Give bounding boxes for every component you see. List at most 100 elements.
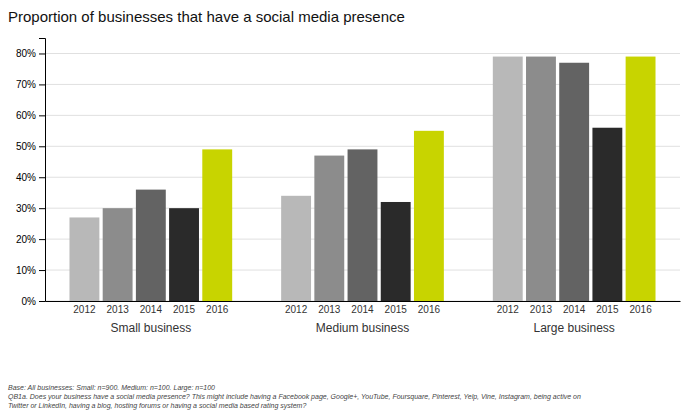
x-axis-line (46, 301, 681, 302)
x-tick: 2014 (351, 304, 374, 315)
bar (493, 57, 523, 301)
y-tick-mark (39, 270, 45, 271)
plot-root: 0% 10% 20% 30% 40% 50% 60% 70% 80% Small business… (16, 39, 681, 335)
x-tick-label: 2013 (107, 304, 130, 315)
group-label: Medium business (316, 321, 409, 335)
y-tick: 80% (16, 48, 45, 59)
x-sub-axis: 2012 2013 2014 2015 2016 (285, 304, 440, 315)
y-tick-label: 40% (16, 172, 36, 183)
x-tick: 2016 (418, 304, 441, 315)
y-tick: 30% (16, 203, 45, 214)
bar (69, 217, 99, 301)
x-tick-label: 2012 (73, 304, 96, 315)
y-tick-label: 10% (16, 265, 36, 276)
bar-series (202, 57, 655, 301)
y-tick-mark (39, 177, 45, 178)
x-group-tick: Small business (110, 321, 191, 335)
group-label: Large business (533, 321, 614, 335)
y-tick: 0% (22, 296, 45, 307)
footnote: QB1a. Does your business have a social m… (8, 393, 581, 401)
grid-line (45, 53, 680, 54)
y-axis: 0% 10% 20% 30% 40% 50% 60% 70% 80% (16, 39, 46, 307)
y-tick-mark (39, 115, 45, 116)
x-tick: 2013 (107, 304, 130, 315)
x-tick: 2015 (173, 304, 196, 315)
y-tick-label: 80% (16, 48, 36, 59)
grid (45, 53, 680, 301)
y-tick-mark (39, 301, 45, 302)
bar (103, 208, 133, 301)
chart: 0% 10% 20% 30% 40% 50% 60% 70% 80% Small business… (0, 0, 695, 413)
x-tick: 2016 (206, 304, 229, 315)
x-tick: 2014 (140, 304, 163, 315)
bar-series (136, 63, 589, 301)
x-tick-label: 2015 (173, 304, 196, 315)
x-group-tick: Large business (533, 321, 614, 335)
x-tick-label: 2014 (351, 304, 374, 315)
x-tick-label: 2015 (385, 304, 408, 315)
x-tick: 2016 (629, 304, 652, 315)
bar-series (103, 57, 556, 301)
y-tick: 20% (16, 234, 45, 245)
y-tick: 10% (16, 265, 45, 276)
x-axis: Small business Medium business Large busin… (46, 302, 681, 335)
bar (526, 57, 556, 301)
y-tick: 50% (16, 141, 45, 152)
y-tick-label: 60% (16, 110, 36, 121)
x-tick-label: 2012 (285, 304, 308, 315)
x-tick-label: 2014 (140, 304, 163, 315)
x-tick-label: 2012 (497, 304, 520, 315)
bar-series (69, 57, 522, 301)
x-tick: 2015 (385, 304, 408, 315)
bar (626, 57, 656, 301)
y-tick-label: 50% (16, 141, 36, 152)
bar (281, 196, 311, 301)
bar (559, 63, 589, 301)
x-tick-label: 2016 (206, 304, 229, 315)
x-tick: 2013 (318, 304, 341, 315)
y-tick-label: 0% (22, 296, 37, 307)
footnote: Base: All businesses: Small: n=900. Medi… (8, 384, 215, 392)
y-axis-line (39, 39, 46, 302)
bar (414, 131, 444, 301)
x-tick-label: 2013 (318, 304, 341, 315)
bar (314, 156, 344, 301)
bar (136, 190, 166, 301)
x-sub-axis: 2012 2013 2014 2015 2016 (73, 304, 228, 315)
bar-series (169, 128, 622, 301)
footnotes: Base: All businesses: Small: n=900. Medi… (8, 384, 581, 410)
y-tick-label: 20% (16, 234, 36, 245)
x-tick: 2013 (530, 304, 553, 315)
x-tick-label: 2016 (418, 304, 441, 315)
bar (169, 208, 199, 301)
x-tick-label: 2016 (629, 304, 652, 315)
bar (592, 128, 622, 301)
x-tick: 2012 (73, 304, 96, 315)
y-tick-mark (39, 146, 45, 147)
x-sub-axis: 2012 2013 2014 2015 2016 (497, 304, 652, 315)
y-tick-mark (39, 84, 45, 85)
y-tick: 70% (16, 79, 45, 90)
x-tick-label: 2014 (563, 304, 586, 315)
group-label: Small business (110, 321, 191, 335)
y-tick-label: 70% (16, 79, 36, 90)
bar (348, 149, 378, 301)
title: Proportion of businesses that have a soc… (8, 8, 405, 25)
y-tick: 40% (16, 172, 45, 183)
x-tick-label: 2013 (530, 304, 553, 315)
x-tick-label: 2015 (596, 304, 619, 315)
x-group-tick: Medium business (316, 321, 409, 335)
x-tick: 2014 (563, 304, 586, 315)
y-tick-mark (39, 53, 45, 54)
y-tick-mark (39, 239, 45, 240)
x-tick: 2012 (497, 304, 520, 315)
y-tick: 60% (16, 110, 45, 121)
bars (69, 57, 655, 301)
bar (202, 149, 232, 301)
bar (381, 202, 411, 301)
x-tick: 2012 (285, 304, 308, 315)
y-tick-mark (39, 208, 45, 209)
x-tick: 2015 (596, 304, 619, 315)
footnote: Twitter or LinkedIn, having a blog, host… (8, 402, 306, 410)
y-tick-label: 30% (16, 203, 36, 214)
